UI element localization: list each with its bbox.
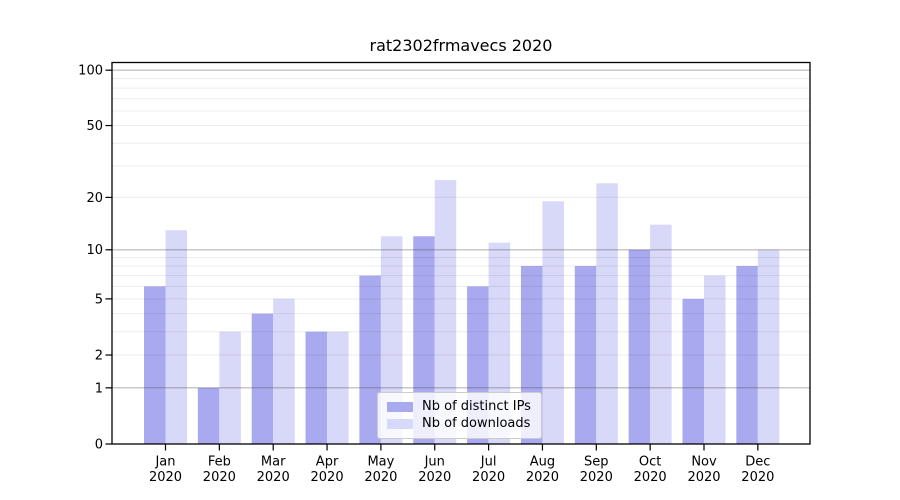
- legend-label-downloads: Nb of downloads: [422, 416, 531, 431]
- x-tick-label-year: 2020: [526, 470, 559, 485]
- y-tick-label: 10: [86, 243, 103, 258]
- bar-downloads-apr: [327, 331, 349, 444]
- x-tick-label-month: Feb: [208, 455, 231, 470]
- bar-distinct-ips-feb: [197, 387, 220, 444]
- bar-distinct-ips-oct: [628, 249, 651, 444]
- y-tick-label: 5: [95, 292, 103, 307]
- x-tick-label-month: Jun: [424, 455, 445, 470]
- chart-title: rat2302frmavecs 2020: [369, 36, 553, 55]
- bar-downloads-oct: [650, 224, 672, 444]
- bar-downloads-aug: [542, 201, 564, 444]
- x-tick-label-year: 2020: [364, 470, 397, 485]
- x-tick-label-month: Nov: [691, 455, 717, 470]
- x-tick-label-year: 2020: [418, 470, 451, 485]
- y-tick-label: 20: [86, 191, 103, 206]
- bar-distinct-ips-mar: [251, 313, 274, 444]
- x-tick-label-year: 2020: [257, 470, 290, 485]
- bar-downloads-sep: [596, 183, 618, 445]
- y-tick-label: 50: [86, 119, 103, 134]
- bar-downloads-dec: [757, 249, 780, 444]
- x-tick-label-year: 2020: [580, 470, 613, 485]
- y-tick-label: 100: [78, 64, 103, 79]
- x-tick-label-year: 2020: [311, 470, 344, 485]
- legend-label-distinct-ips: Nb of distinct IPs: [422, 399, 531, 414]
- y-tick-label: 1: [95, 381, 103, 396]
- legend-item-downloads: Nb of downloads: [387, 415, 531, 432]
- x-tick-label-month: Sep: [584, 455, 609, 470]
- x-tick-label-year: 2020: [741, 470, 774, 485]
- x-tick-label-year: 2020: [149, 470, 182, 485]
- bar-downloads-mar: [273, 298, 295, 444]
- bar-distinct-ips-sep: [574, 266, 597, 444]
- legend-swatch-downloads: [387, 418, 413, 429]
- bar-downloads-jun: [434, 180, 457, 444]
- bar-distinct-ips-apr: [305, 331, 328, 444]
- bar-distinct-ips-may: [359, 275, 381, 444]
- x-tick-label-year: 2020: [203, 470, 236, 485]
- plot-frame: [111, 61, 811, 445]
- x-tick-label-month: Apr: [316, 455, 339, 470]
- x-tick-label-year: 2020: [634, 470, 667, 485]
- y-tick-label: 0: [95, 437, 103, 452]
- x-tick-label-month: Oct: [639, 455, 661, 470]
- bar-downloads-nov: [704, 275, 726, 444]
- x-tick-label-month: May: [367, 455, 394, 470]
- x-tick-label-month: Jan: [154, 455, 175, 470]
- bar-distinct-ips-jan: [144, 286, 166, 444]
- x-tick-label-month: Mar: [261, 455, 286, 470]
- legend: Nb of distinct IPs Nb of downloads: [377, 392, 542, 439]
- x-tick-label-year: 2020: [472, 470, 505, 485]
- y-tick-label: 2: [95, 348, 103, 363]
- x-tick-label-month: Jul: [480, 455, 497, 470]
- bar-distinct-ips-dec: [736, 266, 758, 444]
- x-tick-label-month: Dec: [745, 455, 770, 470]
- bar-downloads-jan: [165, 230, 187, 444]
- x-tick-label-year: 2020: [687, 470, 720, 485]
- legend-swatch-distinct-ips: [387, 401, 413, 412]
- bar-distinct-ips-nov: [682, 298, 704, 444]
- x-tick-label-month: Aug: [530, 455, 555, 470]
- legend-item-distinct-ips: Nb of distinct IPs: [387, 398, 531, 415]
- bar-downloads-feb: [219, 331, 241, 444]
